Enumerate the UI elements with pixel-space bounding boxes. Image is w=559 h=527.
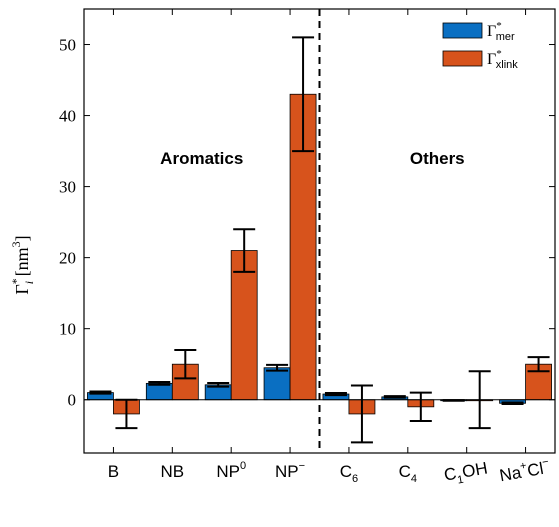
y-tick-label: 30	[59, 178, 76, 197]
y-tick-label: 10	[59, 320, 76, 339]
bar-series2-3	[230, 250, 258, 401]
error-bar-series2-8	[527, 356, 550, 373]
y-tick-label: 20	[59, 249, 76, 268]
x-axis: B NB NP0 NP− C6 C4 C1OH Na+Cl−	[108, 9, 552, 488]
error-bar-series2-6	[409, 391, 432, 423]
error-bar-series2-4	[292, 36, 315, 153]
x-tick-label-5: C6	[340, 462, 358, 485]
x-tick-label-1: B	[108, 462, 119, 481]
error-bar-series2-2	[174, 348, 197, 380]
error-bar-series1-4	[266, 363, 289, 372]
y-axis: 0 10 20 30 40 50	[59, 36, 555, 410]
error-bar-series1-3	[207, 382, 230, 388]
legend: Γ* mer Γ* xlink	[442, 20, 518, 71]
error-bar-series1-2	[148, 380, 171, 386]
error-bar-series1-5	[324, 391, 347, 397]
error-bar-series1-8	[501, 401, 524, 405]
x-tick-label-4: NP−	[275, 460, 305, 481]
plot-frame	[83, 8, 556, 454]
group-label-others: Others	[410, 149, 465, 168]
error-bars-layer	[89, 36, 550, 444]
x-tick-label-8: Na+Cl−	[498, 456, 552, 485]
error-bar-series2-3	[233, 228, 256, 273]
legend-label-2: Γ* xlink	[487, 48, 518, 71]
legend-swatch-1	[442, 22, 483, 39]
x-tick-label-2: NB	[161, 462, 185, 481]
y-axis-label: Γ*i [nm3]	[9, 235, 36, 294]
bar-series1-4	[263, 367, 291, 401]
legend-swatch-2	[442, 50, 483, 67]
error-bar-series1-1	[89, 390, 112, 395]
bar-series1-2	[145, 382, 173, 401]
legend-label-1: Γ* mer	[487, 20, 515, 43]
x-tick-label-6: C4	[399, 462, 417, 485]
y-tick-label: 0	[68, 391, 77, 410]
error-bar-series1-6	[383, 395, 406, 399]
x-tick-label-3: NP0	[216, 460, 246, 481]
error-bar-series2-5	[350, 384, 373, 444]
x-tick-label-7: C1OH	[442, 458, 489, 488]
group-label-aromatics: Aromatics	[160, 149, 243, 168]
y-tick-label: 40	[59, 107, 76, 126]
y-tick-label: 50	[59, 36, 76, 55]
